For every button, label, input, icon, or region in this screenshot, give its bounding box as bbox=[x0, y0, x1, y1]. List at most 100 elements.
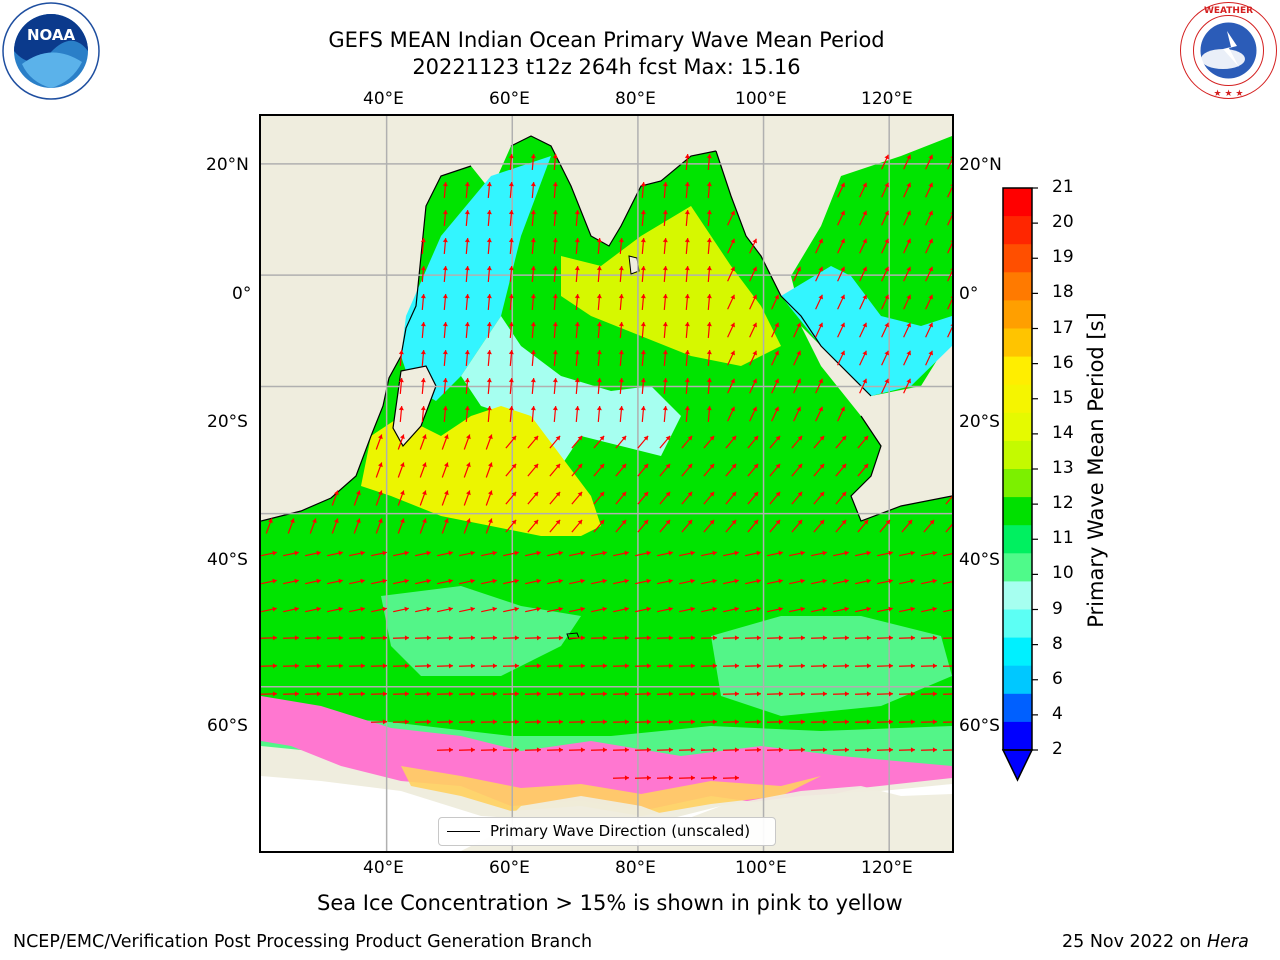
wave-arrow bbox=[681, 519, 693, 533]
wave-arrow bbox=[525, 578, 541, 585]
wave-arrow bbox=[530, 265, 536, 283]
wave-arrow bbox=[684, 265, 690, 283]
wave-arrow bbox=[771, 406, 779, 422]
wave-arrow bbox=[503, 578, 519, 585]
wave-arrow bbox=[947, 322, 952, 338]
graticule bbox=[261, 116, 952, 851]
wave-arrow bbox=[706, 153, 712, 171]
wave-arrow bbox=[747, 491, 759, 505]
wave-arrow bbox=[640, 209, 646, 227]
wave-arrow bbox=[442, 377, 448, 395]
wave-arrow bbox=[502, 635, 520, 641]
wave-arrow bbox=[591, 550, 607, 557]
wave-arrow bbox=[612, 691, 630, 697]
colorbar-tick-label: 2 bbox=[1052, 739, 1063, 759]
coast-africa bbox=[261, 165, 472, 522]
wave-arrow bbox=[700, 719, 718, 725]
wave-arrow bbox=[744, 635, 762, 641]
wave-arrow bbox=[593, 463, 605, 477]
colorbar-segment bbox=[1003, 244, 1032, 273]
wave-arrow bbox=[771, 322, 779, 338]
wave-arrow bbox=[508, 181, 514, 199]
wave-arrow bbox=[331, 490, 339, 506]
wave-arrow bbox=[640, 349, 646, 367]
wave-arrow bbox=[722, 775, 740, 781]
wave-arrow bbox=[744, 719, 762, 725]
lon-tick-bottom-120: 120°E bbox=[861, 858, 913, 878]
wave-arrow bbox=[854, 719, 872, 725]
wave-arrow bbox=[634, 775, 652, 781]
lon-tick-top-80: 80°E bbox=[615, 89, 656, 109]
wave-arrow bbox=[549, 519, 561, 533]
map-panel bbox=[259, 114, 954, 853]
wave-arrow bbox=[486, 293, 492, 311]
wave-arrow bbox=[903, 378, 911, 394]
wave-arrow bbox=[618, 377, 624, 395]
wave-arrow bbox=[920, 691, 938, 697]
lat-tick-right-0: 0° bbox=[959, 284, 979, 304]
wave-arrow bbox=[530, 237, 536, 255]
wave-arrow bbox=[464, 181, 470, 199]
wave-arrow bbox=[684, 153, 690, 171]
wave-arrow bbox=[546, 635, 564, 641]
wave-arrow bbox=[282, 663, 300, 669]
wave-arrow bbox=[678, 691, 696, 697]
wave-arrow bbox=[370, 691, 388, 697]
wave-arrow bbox=[898, 747, 916, 753]
wave-arrow bbox=[552, 153, 558, 171]
wave-arrow bbox=[942, 665, 952, 667]
wave-arrow bbox=[549, 463, 561, 477]
wave-arrow bbox=[903, 210, 911, 226]
wave-arrow bbox=[593, 491, 605, 505]
wave-arrow bbox=[657, 578, 673, 585]
wave-arrow bbox=[634, 635, 652, 641]
wave-arrow bbox=[679, 550, 695, 557]
wave-arrow bbox=[348, 691, 366, 697]
wave-arrow bbox=[392, 691, 410, 697]
wave-arrow bbox=[788, 663, 806, 669]
wave-arrow bbox=[769, 519, 781, 533]
wave-arrow bbox=[375, 434, 383, 450]
colorbar-extend-triangle bbox=[1001, 749, 1034, 782]
wave-arrow bbox=[789, 606, 805, 613]
wave-arrow bbox=[326, 635, 344, 641]
wave-arrow bbox=[437, 578, 453, 585]
wave-arrow bbox=[684, 321, 690, 339]
wave-arrow bbox=[618, 349, 624, 367]
wave-arrow bbox=[458, 663, 476, 669]
wave-arrow bbox=[552, 209, 558, 227]
wave-arrow bbox=[749, 266, 757, 282]
colorbar-tick-label: 19 bbox=[1052, 247, 1074, 268]
wave-arrow bbox=[635, 550, 651, 557]
wave-arrow bbox=[813, 435, 825, 449]
lat-tick-left-40s: 40°S bbox=[207, 550, 248, 570]
wave-arrow bbox=[527, 519, 539, 533]
colorbar-segment bbox=[1003, 609, 1032, 639]
wave-arrow bbox=[767, 578, 783, 585]
wave-arrow bbox=[305, 606, 321, 613]
wave-arrow bbox=[640, 293, 646, 311]
wave-arrow bbox=[788, 719, 806, 725]
wave-arrow bbox=[464, 349, 470, 367]
wave-arrow bbox=[947, 154, 952, 170]
wave-arrow bbox=[943, 607, 952, 613]
wave-arrow bbox=[596, 377, 602, 395]
wave-arrow bbox=[656, 691, 674, 697]
wave-arrow bbox=[552, 265, 558, 283]
wave-arrow bbox=[855, 606, 871, 613]
wave-arrow bbox=[727, 350, 735, 366]
wave-arrow bbox=[392, 635, 410, 641]
wave-arrow bbox=[571, 463, 583, 477]
colorbar-segment bbox=[1003, 721, 1032, 751]
colorbar-segment bbox=[1003, 440, 1032, 470]
wave-arrow bbox=[923, 519, 935, 533]
wave-arrow bbox=[854, 635, 872, 641]
wave-arrow bbox=[899, 606, 915, 613]
wave-arrow bbox=[442, 265, 448, 283]
wave-arrow bbox=[569, 606, 585, 613]
wave-arrow bbox=[591, 606, 607, 613]
wave-arrow bbox=[640, 321, 646, 339]
wave-arrow bbox=[837, 294, 845, 310]
wave-arrow bbox=[678, 635, 696, 641]
footer-date-text: 25 Nov 2022 on bbox=[1062, 932, 1208, 952]
